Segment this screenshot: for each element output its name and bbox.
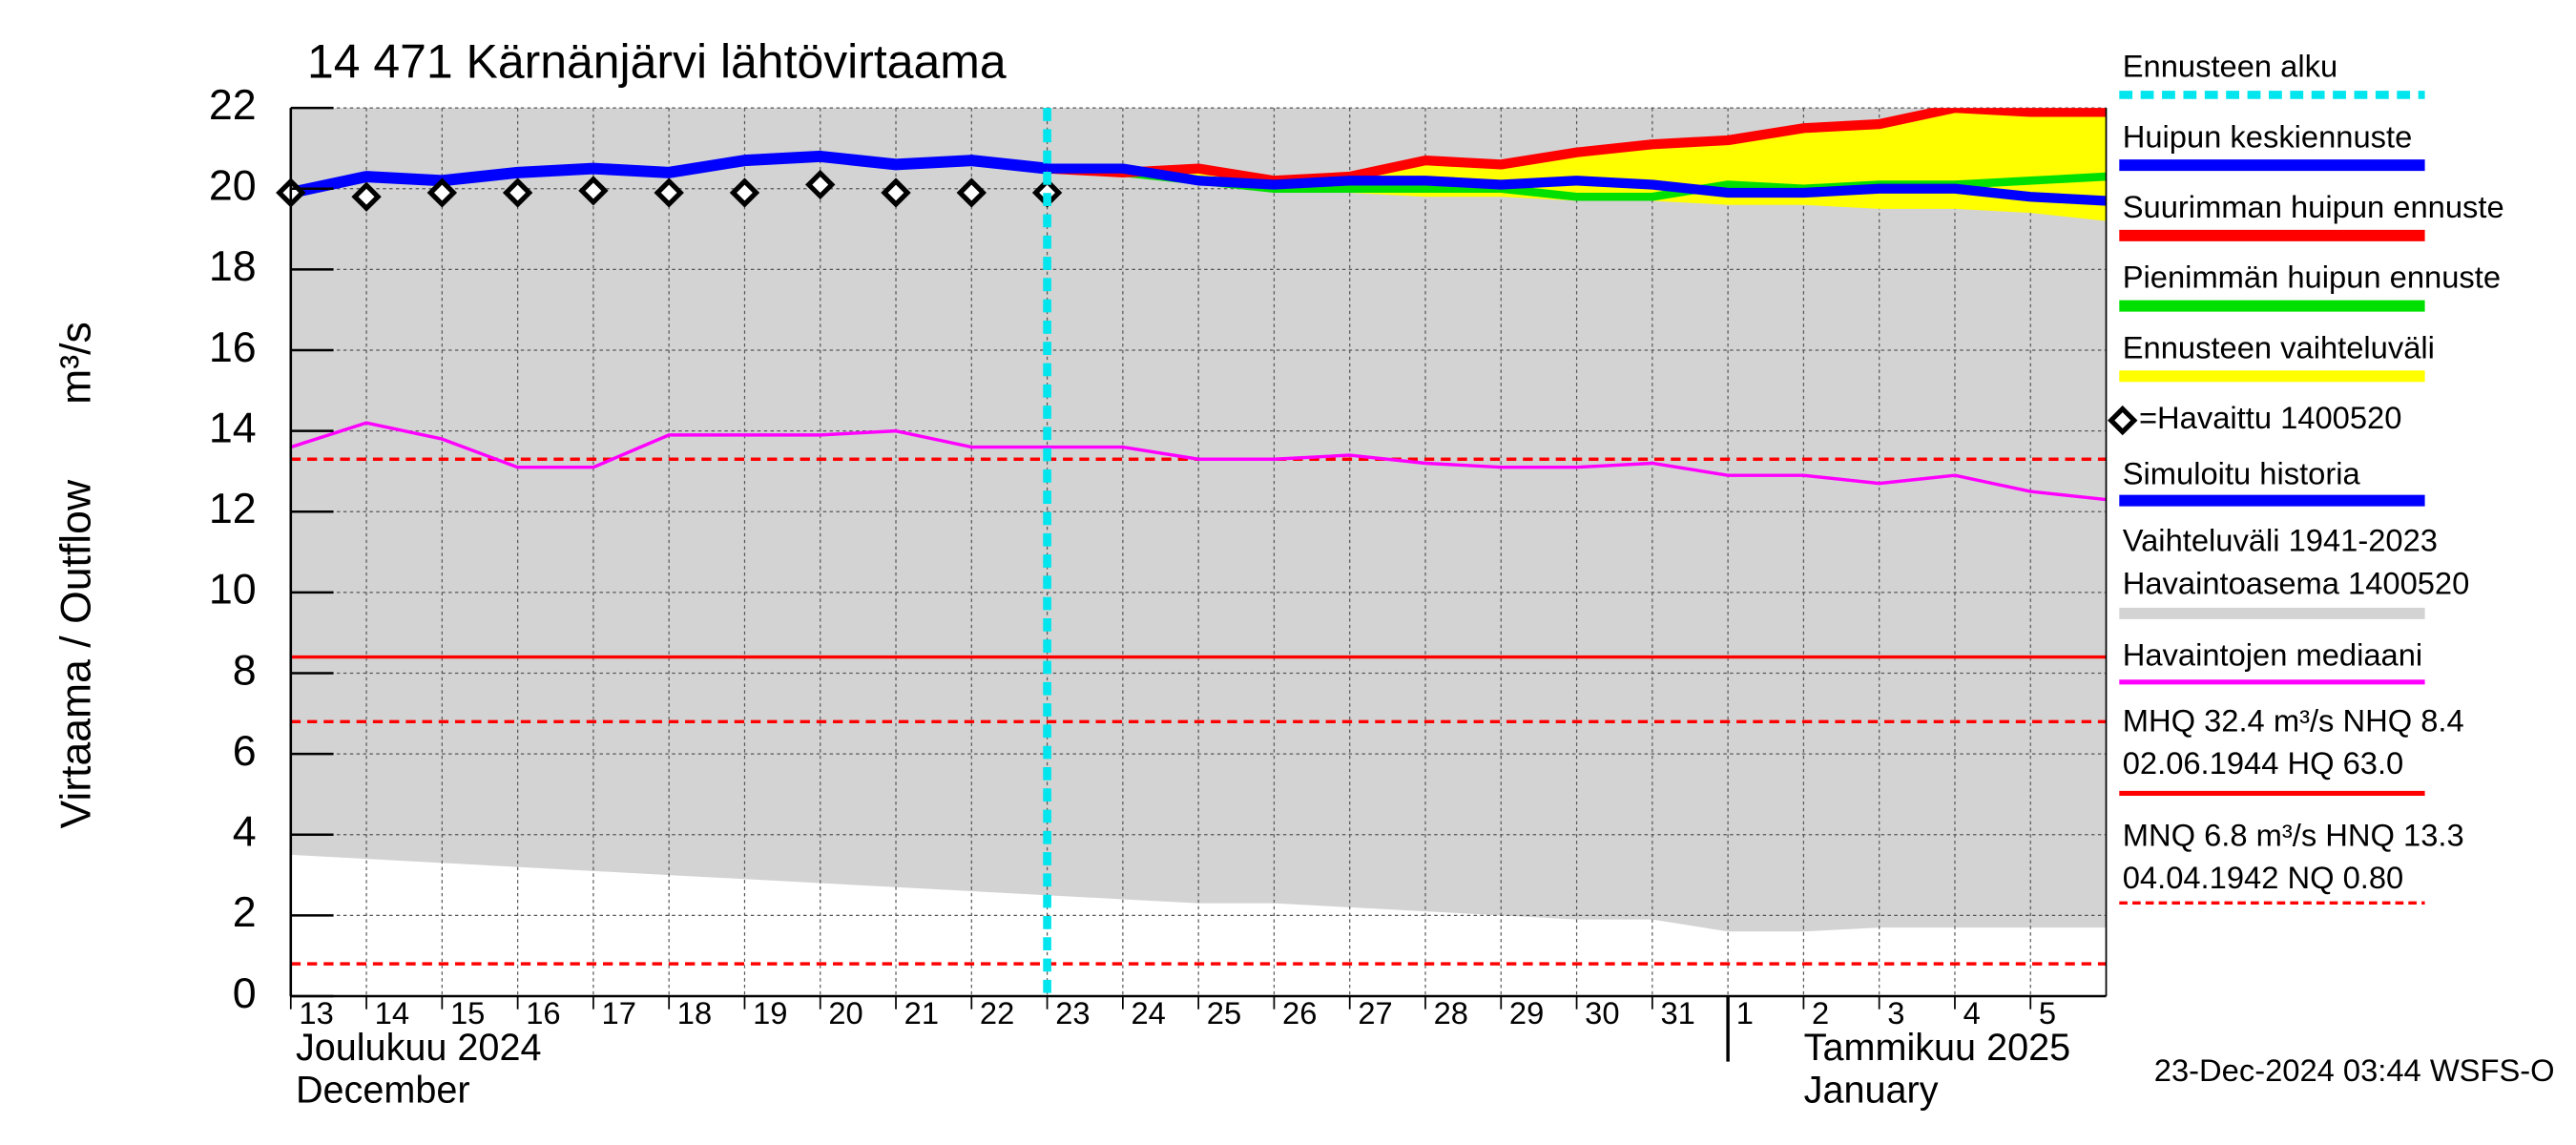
legend-label: Simuloitu historia (2123, 456, 2361, 491)
y-tick-label: 12 (209, 486, 257, 532)
month-label: January (1804, 1070, 1939, 1112)
x-tick-label: 22 (980, 995, 1014, 1030)
x-tick-label: 21 (904, 995, 939, 1030)
observed-point (502, 177, 533, 208)
legend-label: Havaintoasema 1400520 (2123, 565, 2470, 600)
x-tick-label: 14 (375, 995, 409, 1030)
y-tick-label: 4 (233, 809, 257, 856)
x-tick-label: 30 (1585, 995, 1619, 1030)
x-tick-label: 18 (677, 995, 712, 1030)
x-tick-label: 23 (1055, 995, 1090, 1030)
y-tick-label: 16 (209, 324, 257, 371)
x-tick-label: 5 (2039, 995, 2056, 1030)
y-tick-label: 6 (233, 728, 257, 775)
observed-point (805, 169, 836, 200)
x-tick-label: 24 (1131, 995, 1165, 1030)
x-tick-label: 19 (753, 995, 787, 1030)
month-label: Tammikuu 2025 (1804, 1027, 2070, 1069)
observed-point (654, 177, 684, 208)
x-tick-label: 27 (1358, 995, 1392, 1030)
observed-point (578, 176, 609, 206)
series-line (290, 150, 1049, 198)
legend-label: 04.04.1942 NQ 0.80 (2123, 860, 2404, 895)
y-tick-label: 18 (209, 243, 257, 290)
series-line (290, 421, 2107, 502)
x-tick-label: 17 (602, 995, 636, 1030)
series-line (1047, 163, 2107, 206)
series-line (1047, 108, 2107, 186)
y-tick-label: 20 (209, 163, 257, 210)
x-tick-label: 13 (299, 995, 333, 1030)
x-tick-label: 31 (1660, 995, 1694, 1030)
observed-point (881, 177, 911, 208)
x-tick-label: 20 (828, 995, 862, 1030)
legend-label: MHQ 32.4 m³/s NHQ 8.4 (2123, 702, 2464, 738)
x-tick-label: 15 (450, 995, 485, 1030)
observed-point (351, 181, 382, 212)
observed-point (956, 177, 987, 208)
y-tick-label: 0 (233, 970, 257, 1017)
x-tick-label: 1 (1736, 995, 1754, 1030)
y-tick-label: 22 (209, 82, 257, 129)
observed-point (729, 177, 760, 208)
chart-title: 14 471 Kärnänjärvi lähtövirtaama (307, 35, 1007, 89)
y-tick-label: 10 (209, 567, 257, 614)
legend-label: Suurimman huipun ennuste (2123, 189, 2504, 224)
y-axis-unit: m³/s (52, 322, 99, 405)
x-tick-label: 28 (1434, 995, 1468, 1030)
historical-range (290, 108, 2107, 932)
legend-symbol (2108, 405, 2138, 436)
y-tick-label: 8 (233, 647, 257, 694)
timestamp: 23-Dec-2024 03:44 WSFS-O (2154, 1052, 2555, 1088)
y-axis-label: Virtaama / Outflow (52, 479, 99, 828)
legend-label: 02.06.1944 HQ 63.0 (2123, 745, 2404, 781)
observed-point (426, 177, 458, 208)
legend-label: Pienimmän huipun ennuste (2123, 260, 2501, 295)
legend-label: Vaihteluväli 1941-2023 (2123, 523, 2438, 558)
month-label: December (296, 1070, 470, 1112)
x-tick-label: 26 (1282, 995, 1317, 1030)
y-tick-label: 2 (233, 889, 257, 936)
x-tick-label: 29 (1509, 995, 1544, 1030)
y-tick-label: 14 (209, 405, 257, 451)
x-tick-label: 2 (1812, 995, 1829, 1030)
legend-label: Huipun keskiennuste (2123, 118, 2413, 154)
x-tick-label: 16 (526, 995, 560, 1030)
legend-label: Ennusteen vaihteluväli (2123, 330, 2435, 365)
x-tick-label: 4 (1963, 995, 1981, 1030)
legend-label: MNQ 6.8 m³/s HNQ 13.3 (2123, 817, 2464, 852)
x-tick-label: 25 (1207, 995, 1241, 1030)
month-label: Joulukuu 2024 (296, 1027, 542, 1069)
legend-label: =Havaittu 1400520 (2139, 400, 2401, 435)
legend-label: Havaintojen mediaani (2123, 637, 2422, 673)
legend-label: Ennusteen alku (2123, 49, 2337, 84)
x-tick-label: 3 (1887, 995, 1904, 1030)
